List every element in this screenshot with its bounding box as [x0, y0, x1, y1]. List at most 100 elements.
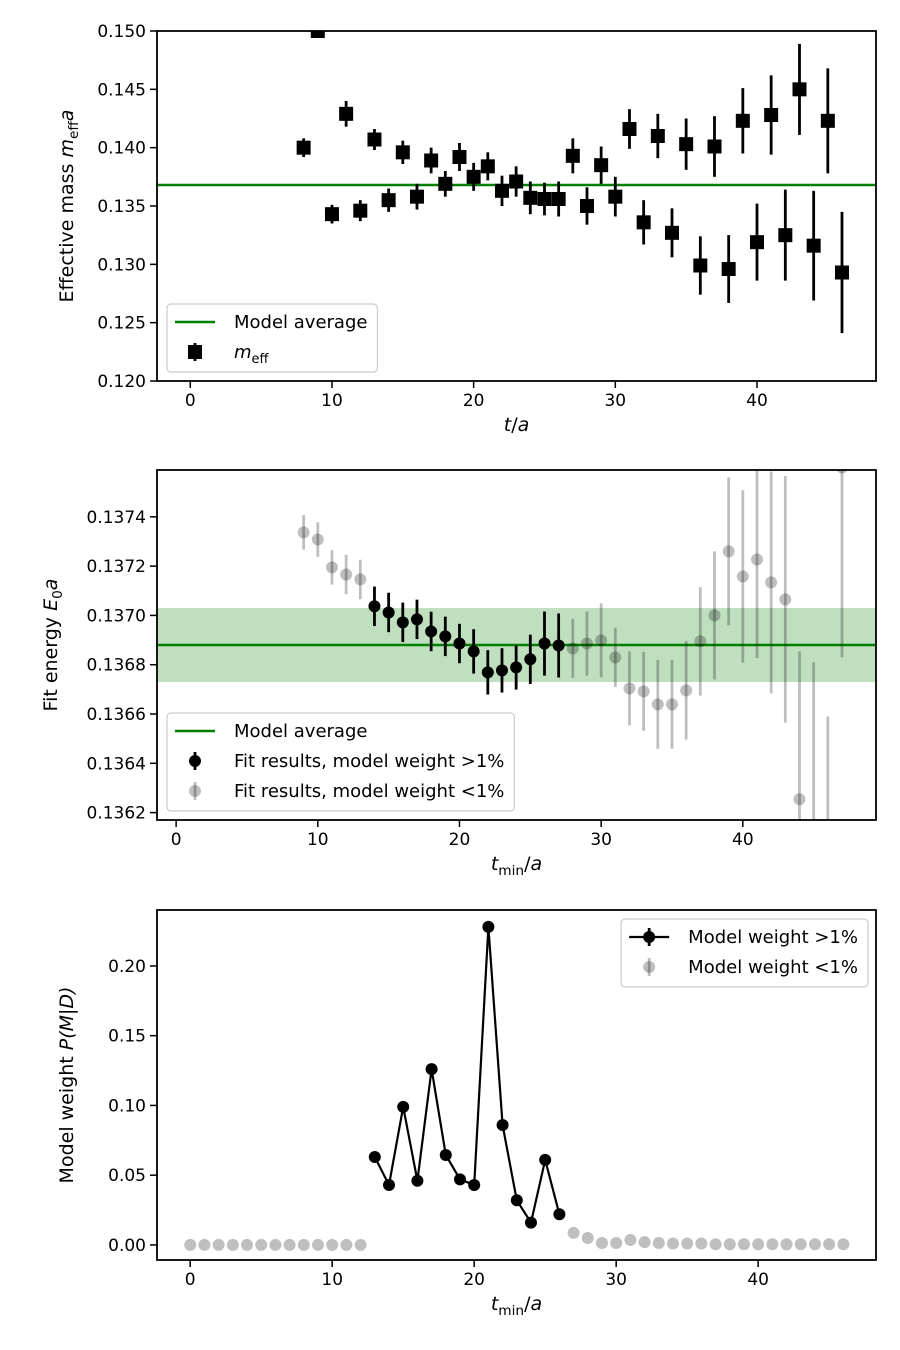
- marker: [354, 1238, 367, 1251]
- marker: [296, 140, 311, 155]
- marker: [806, 238, 821, 253]
- marker: [367, 132, 382, 147]
- x-tick-label: 40: [732, 830, 754, 850]
- marker: [481, 666, 494, 679]
- y-tick-label: 0.135: [97, 197, 146, 217]
- marker: [794, 1238, 807, 1251]
- marker: [664, 225, 679, 240]
- marker: [808, 849, 820, 861]
- legend-label: Model weight >1%: [688, 927, 858, 948]
- x-tick-label: 20: [463, 391, 485, 411]
- marker: [255, 1238, 268, 1251]
- y-axis-label: Fit energy E0a: [40, 579, 66, 712]
- marker: [643, 931, 656, 943]
- x-tick-label: 30: [604, 391, 626, 411]
- marker: [792, 82, 807, 97]
- text-run: Fit energy: [40, 611, 62, 712]
- legend-label: Fit results, model weight <1%: [234, 781, 504, 802]
- y-tick-label: 0.1372: [87, 557, 146, 577]
- marker: [595, 1236, 608, 1249]
- marker: [382, 1178, 395, 1191]
- text-run: E: [40, 599, 62, 611]
- marker: [425, 625, 438, 638]
- marker: [424, 153, 439, 168]
- marker: [566, 642, 579, 655]
- marker: [752, 1238, 765, 1251]
- marker: [524, 1216, 537, 1229]
- marker: [480, 159, 495, 174]
- y-tick-label: 0.130: [97, 255, 146, 275]
- marker: [494, 183, 509, 198]
- marker: [482, 920, 495, 933]
- text-run: a: [531, 853, 543, 875]
- marker: [750, 553, 763, 566]
- legend: Model weight >1% Model weight <1%: [620, 918, 869, 988]
- series-line: [373, 926, 561, 1226]
- marker: [397, 1100, 410, 1113]
- x-tick-label: 0: [185, 1270, 196, 1290]
- y-axis-label: Model weight P(M|D): [56, 987, 78, 1184]
- marker: [580, 637, 593, 650]
- legend-label: Model weight <1%: [688, 957, 858, 978]
- text-run: a: [531, 1293, 543, 1315]
- marker: [509, 174, 524, 189]
- marker: [765, 576, 778, 589]
- marker: [636, 215, 651, 230]
- marker: [681, 1237, 694, 1250]
- marker: [609, 651, 622, 664]
- legend: Model average meff: [166, 303, 379, 373]
- marker: [679, 137, 694, 152]
- marker: [438, 176, 453, 191]
- legend-label: Model average: [234, 312, 367, 333]
- marker: [693, 258, 708, 273]
- marker: [836, 470, 848, 474]
- marker: [410, 613, 423, 626]
- marker: [326, 1238, 339, 1251]
- marker: [694, 635, 707, 648]
- marker: [651, 698, 664, 711]
- marker: [188, 345, 202, 359]
- x-tick-label: 10: [307, 830, 329, 850]
- y-tick-label: 0.125: [97, 314, 146, 334]
- marker: [311, 533, 324, 546]
- y-tick-label: 0.00: [108, 1236, 146, 1256]
- marker: [808, 1238, 821, 1251]
- x-tick-label: 10: [321, 1270, 343, 1290]
- marker: [822, 868, 834, 880]
- y-tick-label: 0.145: [97, 80, 146, 100]
- marker: [310, 31, 325, 38]
- text-run: a: [56, 110, 78, 122]
- marker: [325, 561, 338, 574]
- y-axis-label: Effective mass meffa: [56, 110, 82, 303]
- plot-area: [157, 470, 876, 880]
- text-run: /: [524, 1293, 531, 1315]
- marker: [537, 192, 552, 206]
- marker: [594, 158, 609, 173]
- x-tick-label: 30: [605, 1270, 627, 1290]
- marker: [680, 684, 693, 697]
- y-tick-label: 0.1364: [87, 754, 146, 774]
- y-tick-label: 0.1370: [87, 606, 146, 626]
- y-tick-label: 0.1374: [87, 508, 146, 528]
- marker: [736, 570, 749, 583]
- marker: [466, 169, 481, 184]
- y-tick-label: 0.10: [108, 1096, 146, 1116]
- x-tick-label: 40: [747, 1270, 769, 1290]
- marker: [595, 634, 608, 647]
- y-tick-label: 0.120: [97, 372, 146, 392]
- axes-frame: [156, 469, 877, 821]
- y-tick-label: 0.1368: [87, 656, 146, 676]
- marker: [297, 1238, 310, 1251]
- text-run: /: [524, 853, 531, 875]
- text-run: t: [504, 414, 513, 436]
- marker: [368, 1151, 381, 1164]
- marker: [339, 106, 354, 121]
- marker: [425, 1063, 438, 1076]
- y-tick-label: 0.1366: [87, 705, 146, 725]
- marker: [793, 793, 806, 806]
- x-tick-label: 30: [590, 830, 612, 850]
- marker: [439, 1148, 452, 1161]
- text-run: Effective mass: [56, 158, 78, 303]
- marker: [552, 639, 565, 652]
